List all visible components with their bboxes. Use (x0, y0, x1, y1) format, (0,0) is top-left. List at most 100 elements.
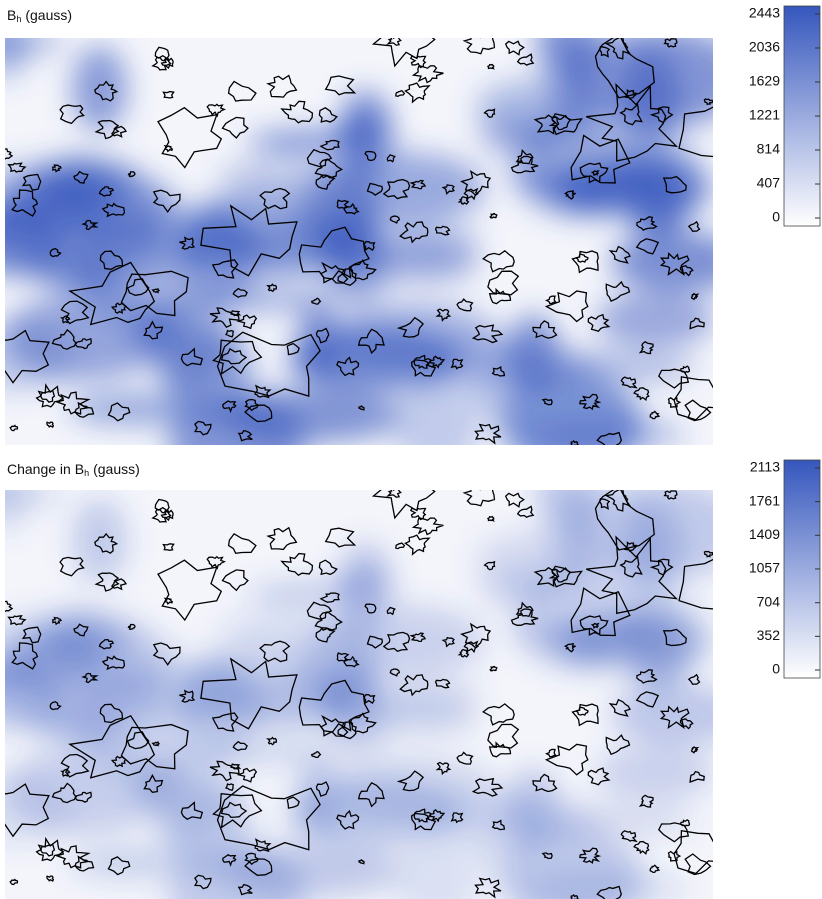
contour (259, 640, 291, 663)
contour (236, 767, 258, 783)
field-blob (146, 301, 235, 391)
contour (608, 698, 631, 717)
contour (633, 387, 650, 402)
colorbar-tick-label: 352 (757, 627, 781, 643)
contour (318, 559, 338, 576)
field-blob (479, 116, 559, 156)
contour (54, 391, 91, 415)
field-blob (338, 542, 393, 627)
contour (450, 358, 464, 370)
contour (266, 283, 277, 293)
field-blob (520, 415, 686, 445)
contour (60, 300, 90, 325)
contour (689, 317, 705, 330)
contour (579, 393, 602, 411)
contour (510, 608, 539, 626)
contour (413, 354, 433, 369)
contour (221, 116, 249, 139)
contour (49, 701, 62, 711)
contour (336, 356, 360, 377)
contour (474, 423, 502, 445)
field-blob (168, 847, 305, 899)
contour (516, 53, 535, 66)
contour (315, 627, 336, 643)
contour (515, 148, 534, 165)
contour (474, 877, 502, 899)
contour (216, 331, 321, 397)
contour (456, 751, 474, 765)
field-blob (615, 135, 705, 228)
contour (658, 822, 690, 843)
field-blob (71, 498, 128, 584)
contour (337, 721, 357, 740)
contour (463, 640, 479, 654)
contour (21, 626, 42, 644)
contour (545, 295, 558, 305)
contour (590, 169, 600, 177)
contour (51, 782, 77, 804)
contour (9, 878, 19, 886)
contour (635, 238, 660, 255)
contour (244, 852, 260, 866)
contour (211, 712, 239, 732)
contour (68, 714, 156, 779)
contour (343, 202, 360, 215)
field-blob (217, 160, 329, 197)
contour (225, 329, 235, 338)
contour (659, 252, 690, 276)
contour (386, 490, 402, 498)
contour (46, 875, 55, 882)
contour (7, 162, 27, 173)
contour (51, 328, 77, 350)
contour (619, 103, 643, 126)
contour (81, 219, 99, 231)
contour (409, 632, 427, 643)
colorbar (783, 5, 821, 227)
contour (434, 225, 451, 236)
contour (280, 552, 314, 576)
contour (35, 383, 65, 408)
contour (160, 509, 174, 522)
field-blob (338, 90, 393, 175)
contour (687, 673, 701, 685)
contour (364, 603, 377, 614)
contour (662, 175, 687, 194)
field-blob (287, 781, 466, 845)
contour (74, 855, 95, 872)
field-blob (394, 382, 480, 445)
contour (663, 490, 678, 500)
contour (404, 534, 431, 556)
colorbar-tick-label: 2113 (750, 459, 780, 475)
contour (227, 80, 257, 102)
field-blob (5, 622, 178, 696)
contour (7, 614, 27, 626)
contour (180, 801, 204, 820)
contour (667, 397, 682, 408)
contour (663, 38, 678, 48)
contour (9, 424, 19, 432)
contour (450, 812, 464, 824)
contour (157, 559, 223, 622)
contour (389, 668, 401, 677)
field-blob (610, 231, 713, 293)
contour (107, 402, 131, 422)
contour (358, 859, 365, 865)
contour (462, 490, 496, 507)
contour (320, 261, 349, 284)
contour (658, 368, 690, 389)
contour (504, 492, 525, 508)
field-blob (287, 328, 466, 391)
colorbar (783, 459, 821, 679)
colorbar-tick-label: 407 (757, 175, 781, 191)
contour (635, 691, 660, 708)
colorbar-tick-label: 814 (757, 141, 781, 157)
contour (389, 215, 401, 224)
field-blob (169, 288, 328, 311)
colorbar-tick-label: 1409 (749, 526, 780, 542)
contour (483, 560, 496, 571)
contour (319, 139, 340, 151)
contour (101, 655, 126, 671)
contour (435, 761, 452, 776)
contour (587, 767, 611, 786)
title-part: h (16, 14, 21, 24)
